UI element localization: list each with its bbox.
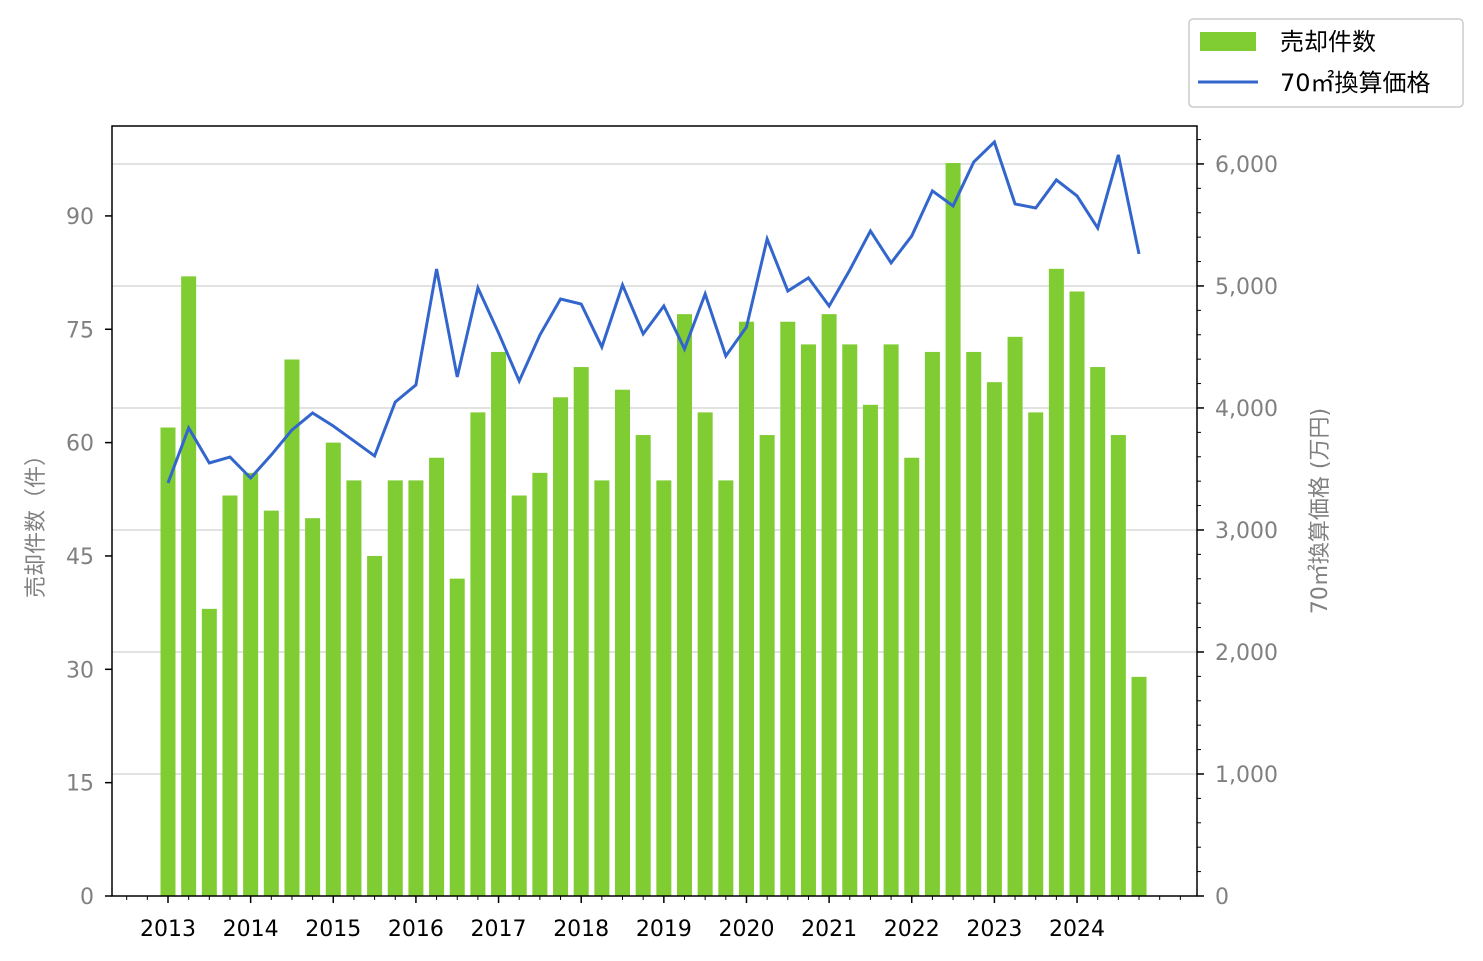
bar [780,321,796,896]
axis-ticks: 0 1,000 2,000 3,000 4,000 5,000 6,000 0 15 30 45 60… [66,139,1278,942]
bar [615,389,631,896]
plot-frame [111,125,1198,897]
bar [1028,412,1044,896]
y-left-tick-label: 60 [66,432,94,457]
bar [408,480,424,896]
bar [800,344,816,897]
legend: 売却件数 70㎡換算価格 [1188,18,1464,108]
bar [986,382,1002,896]
x-tick-label: 2013 [140,917,196,942]
bar [284,359,300,896]
bar [656,480,672,896]
x-tick-label: 2015 [305,917,361,942]
bar [1090,367,1106,896]
x-tick-label: 2017 [471,917,527,942]
bar [532,472,548,896]
bar [594,480,610,896]
y-right-tick-label: 1,000 [1215,763,1278,788]
legend-bar-swatch [1200,32,1256,51]
bar [367,555,383,896]
line-series [166,139,1141,484]
bar [821,314,837,897]
y-left-tick-label: 90 [66,205,94,230]
bar [677,314,692,897]
x-tick-label: 2019 [636,917,692,942]
bar [201,608,217,896]
bar [160,427,176,896]
bar [387,480,403,896]
bar [738,321,754,896]
bar [573,367,589,896]
x-tick-label: 2016 [388,917,444,942]
bar [924,351,940,896]
bar [1007,336,1023,896]
y-left-tick-label: 15 [66,772,94,797]
bar [470,412,486,896]
bar [263,510,279,896]
x-tick-label: 2023 [966,917,1022,942]
bar [697,412,713,896]
bar [222,495,238,896]
y-left-tick-label: 0 [80,885,94,910]
y-left-label: 売却件数（件） [24,444,49,598]
legend-box [1188,18,1464,108]
x-tick-label: 2022 [884,917,940,942]
y-right-tick-label: 4,000 [1215,397,1278,422]
bar [883,344,899,897]
bar [904,457,920,896]
bar [945,163,961,896]
x-tick-label: 2014 [223,917,279,942]
bar [842,344,858,897]
legend-line-label: 70㎡換算価格 [1280,69,1431,97]
x-tick-label: 2020 [718,917,774,942]
bar [449,578,465,896]
y-right-tick-label: 5,000 [1215,275,1278,300]
y-right-tick-label: 6,000 [1215,153,1278,178]
price-line [166,139,1141,484]
bar [1048,268,1064,896]
bar-series [160,163,1147,897]
bar [1131,676,1147,896]
bar [511,495,527,896]
y-right-tick-label: 2,000 [1215,641,1278,666]
bar [553,397,569,896]
bar [181,276,197,896]
x-tick-label: 2021 [801,917,857,942]
bar [346,480,362,896]
y-left-tick-label: 75 [66,318,94,343]
bar [718,480,734,896]
legend-bar-label: 売却件数 [1280,28,1376,56]
bar [325,442,341,896]
bar [862,404,878,896]
y-left-tick-label: 30 [66,658,94,683]
bar [429,457,445,896]
x-tick-label: 2018 [553,917,609,942]
y-right-label: 70㎡換算価格 (万円) [1307,408,1333,614]
bar [1110,435,1126,896]
y-left-tick-label: 45 [66,545,94,570]
bar [966,351,982,896]
y-right-tick-label: 3,000 [1215,519,1278,544]
bar [491,351,507,896]
x-tick-label: 2024 [1049,917,1105,942]
bar [635,435,651,896]
bar [305,518,321,896]
bar [243,472,259,896]
y-right-tick-label: 0 [1215,885,1229,910]
bar [1069,291,1085,896]
bar [759,435,775,896]
